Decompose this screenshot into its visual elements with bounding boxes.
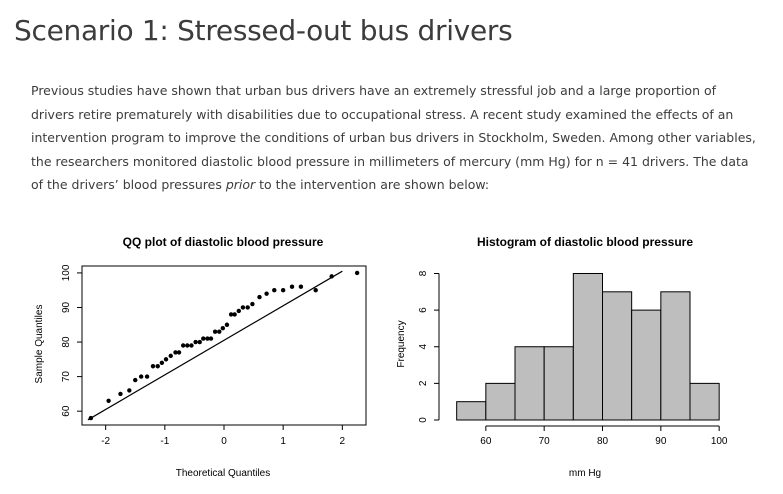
- histogram-y-tick-label: 4: [418, 344, 429, 350]
- histogram-bar: [689, 382, 720, 421]
- qq-data-point: [180, 343, 186, 348]
- qq-chart-title: QQ plot of diastolic blood pressure: [123, 235, 324, 249]
- qq-x-tick-label: -1: [160, 436, 169, 447]
- histogram-x-tick-label: 70: [539, 436, 551, 447]
- qq-data-point: [163, 357, 169, 362]
- qq-data-point: [220, 326, 226, 331]
- histogram-bar: [456, 401, 487, 421]
- qq-y-axis-label: Sample Quantiles: [34, 305, 45, 384]
- qq-data-point: [280, 287, 286, 293]
- qq-data-point: [176, 350, 182, 355]
- qq-data-point: [208, 336, 214, 341]
- histogram-x-tick-label: 90: [655, 436, 667, 447]
- qq-y-tick-label: 80: [61, 336, 72, 348]
- qq-y-tick-label: 100: [61, 264, 72, 281]
- qq-reference-line: [87, 270, 343, 421]
- qq-x-tick-label: 2: [340, 436, 346, 447]
- histogram-x-axis-label: mm Hg: [569, 468, 601, 479]
- histogram-bar: [631, 309, 662, 421]
- histogram-x-tick-label: 100: [711, 436, 728, 447]
- qq-data-point: [144, 374, 150, 379]
- qq-x-axis-label: Theoretical Quantiles: [176, 468, 271, 479]
- qq-data-point: [240, 305, 246, 310]
- qq-data-point: [289, 284, 295, 289]
- histogram-bar: [660, 291, 691, 421]
- qq-data-point: [197, 339, 202, 345]
- histogram-y-tick-label: 2: [418, 380, 429, 386]
- qq-data-point: [224, 322, 230, 327]
- histogram-bar: [485, 382, 516, 421]
- qq-data-point: [185, 343, 190, 348]
- description-text-end: to the intervention are shown below:: [255, 177, 490, 192]
- histogram-title: Histogram of diastolic blood pressure: [477, 235, 693, 249]
- histogram-bar: [543, 346, 574, 421]
- qq-data-point: [88, 415, 94, 421]
- histogram-y-tick-label: 0: [418, 417, 429, 423]
- qq-data-point: [189, 343, 194, 348]
- qq-y-tick-label: 90: [61, 301, 72, 313]
- qq-data-point: [313, 287, 318, 293]
- qq-data-point: [159, 360, 165, 365]
- qq-data-point: [232, 312, 237, 317]
- description-emphasis: prior: [225, 177, 256, 192]
- qq-data-point: [155, 364, 160, 369]
- qq-data-point: [193, 339, 198, 345]
- qq-data-point: [245, 305, 250, 310]
- qq-data-point: [168, 353, 173, 359]
- scenario-description: Previous studies have shown that urban b…: [31, 79, 761, 197]
- qq-data-point: [205, 336, 210, 341]
- qq-y-tick-label: 60: [61, 405, 72, 417]
- qq-data-point: [150, 364, 156, 369]
- histogram-x-tick-label: 80: [597, 436, 609, 447]
- histogram-y-axis-label: Frequency: [396, 320, 407, 367]
- qq-data-point: [236, 308, 241, 314]
- qq-data-point: [354, 270, 360, 276]
- qq-data-point: [127, 388, 132, 393]
- histogram-x-tick-label: 60: [480, 436, 492, 447]
- qq-data-point: [217, 329, 222, 334]
- histogram-bar: [572, 272, 603, 421]
- description-text: Previous studies have shown that urban b…: [31, 83, 756, 192]
- qq-data-point: [272, 287, 277, 293]
- qq-x-tick-label: 1: [280, 436, 286, 447]
- qq-data-point: [173, 350, 178, 355]
- qq-data-point: [138, 374, 144, 379]
- qq-data-point: [228, 312, 234, 317]
- qq-data-point: [250, 301, 255, 307]
- qq-data-point: [118, 391, 123, 397]
- qq-data-point: [264, 291, 269, 296]
- qq-data-point: [329, 274, 334, 279]
- qq-x-tick-label: -2: [101, 436, 110, 447]
- qq-data-point: [257, 294, 262, 300]
- qq-data-point: [201, 336, 206, 341]
- qq-y-tick-label: 70: [61, 371, 72, 383]
- histogram-y-tick-label: 8: [418, 270, 429, 276]
- histogram-y-tick-label: 6: [418, 307, 429, 313]
- qq-data-point: [212, 329, 218, 334]
- histogram-bar: [514, 346, 545, 421]
- qq-data-point: [133, 377, 138, 383]
- histogram-bar: [602, 291, 633, 421]
- qq-data-point: [298, 284, 304, 289]
- qq-x-tick-label: 0: [221, 436, 227, 447]
- qq-data-point: [106, 398, 111, 404]
- scenario-heading: Scenario 1: Stressed-out bus drivers: [14, 14, 513, 47]
